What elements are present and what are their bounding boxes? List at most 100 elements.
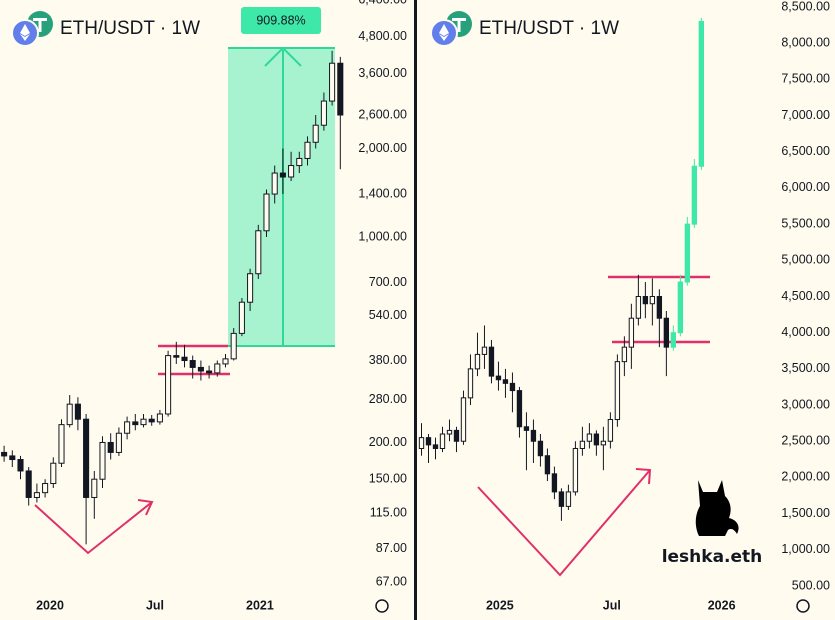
candle-body — [537, 440, 544, 457]
candle-body — [173, 355, 180, 358]
y-tick-label: 2,000.00 — [358, 141, 407, 155]
candle-body — [238, 301, 245, 334]
x-tick-label: Jul — [603, 598, 621, 612]
candle-body — [684, 223, 691, 283]
v-arrow-head — [137, 499, 154, 516]
eth-glyph — [439, 24, 449, 41]
y-tick-label: 3,000.00 — [781, 397, 830, 411]
y-tick-label: 280.00 — [369, 392, 407, 406]
y-tick-label: 7,500.00 — [781, 72, 830, 86]
x-tick-label: Jul — [146, 598, 164, 612]
eth-glyph — [20, 24, 30, 41]
candle-body — [329, 62, 336, 102]
y-tick-label: 150.00 — [369, 471, 407, 485]
candle-body — [572, 447, 579, 493]
y-tick-label: 7,000.00 — [781, 108, 830, 122]
candle-body — [635, 296, 642, 319]
measure-label: 909.88% — [256, 13, 305, 27]
candle-body — [197, 366, 204, 372]
candle-body — [551, 473, 558, 493]
candle-body — [115, 432, 122, 453]
y-tick-label: 8,500.00 — [781, 0, 830, 13]
settings[interactable] — [375, 599, 810, 613]
candle-body — [17, 459, 24, 472]
y-tick-label: 5,000.00 — [781, 253, 830, 267]
candle-body — [677, 281, 684, 334]
candle-body — [425, 437, 432, 446]
candle-body — [91, 478, 98, 498]
y-tick-label: 5,500.00 — [781, 216, 830, 230]
candle-body — [181, 356, 188, 362]
y-tick-label: 3,600.00 — [358, 66, 407, 80]
y-tick-label: 200.00 — [369, 435, 407, 449]
candle-body — [656, 296, 663, 319]
candle-body — [312, 124, 319, 143]
candle-body — [132, 421, 139, 426]
candle-body — [642, 296, 649, 305]
candle-body — [33, 492, 40, 498]
candle-body — [516, 390, 523, 428]
candle-body — [621, 346, 628, 363]
settings-icon[interactable] — [796, 599, 810, 613]
candle-body — [614, 361, 621, 421]
settings-icon[interactable] — [375, 599, 389, 613]
candle-body — [530, 429, 537, 442]
x-tick-label: 2026 — [708, 598, 736, 612]
candle-body — [222, 358, 229, 365]
candle-body — [432, 444, 439, 449]
y-tick-label: 1,000.00 — [358, 229, 407, 243]
candle-body — [74, 403, 81, 420]
annotations: 909.88% — [34, 7, 710, 577]
candle-body — [337, 62, 344, 116]
y-tick-label: 540.00 — [369, 308, 407, 322]
candle-body — [279, 172, 286, 178]
candle-body — [255, 230, 262, 275]
y-tick-label: 500.00 — [792, 578, 830, 592]
candle-body — [663, 317, 670, 348]
candle-body — [99, 441, 106, 480]
candle-body — [474, 353, 481, 370]
candle-body — [565, 491, 572, 507]
candle-body — [649, 296, 656, 305]
candle-body — [320, 100, 327, 126]
x-tick-label: 2021 — [246, 598, 274, 612]
candle-body — [148, 418, 155, 423]
candle-body — [495, 375, 502, 381]
candle-body — [66, 403, 73, 426]
chart-title: ETH/USDT · 1W — [60, 18, 200, 39]
candle-body — [481, 346, 488, 355]
candle-body — [509, 382, 516, 392]
candle-body — [607, 419, 614, 442]
x-tick-label: 2025 — [486, 598, 514, 612]
y-tick-label: 3,500.00 — [781, 361, 830, 375]
candle-body — [523, 426, 530, 431]
candle-body — [230, 332, 237, 360]
candle-body — [304, 141, 311, 159]
measure-label-bg — [241, 7, 321, 34]
candle-body — [488, 346, 495, 377]
v-shape — [477, 469, 651, 577]
candle-body — [165, 355, 172, 415]
measure-box — [228, 48, 335, 346]
tether-glyph — [33, 18, 47, 32]
candle-body — [467, 368, 474, 399]
chart-title: ETH/USDT · 1W — [479, 18, 619, 39]
candle-body — [600, 440, 607, 446]
y-tick-label: 4,500.00 — [781, 289, 830, 303]
candle-body — [271, 172, 278, 195]
candle-body — [296, 157, 303, 167]
candle-body — [558, 491, 565, 507]
candle-body — [691, 165, 698, 225]
candle-body — [698, 20, 705, 167]
y-tick-label: 6,000.00 — [781, 180, 830, 194]
candle-body — [206, 370, 213, 374]
y-tick-label: 2,600.00 — [358, 107, 407, 121]
candle-body — [544, 455, 551, 475]
tether-glyph — [452, 18, 466, 32]
candle-body — [50, 462, 57, 485]
y-tick-label: 6,400.00 — [358, 0, 407, 6]
candle-body — [42, 483, 49, 494]
candle-body — [9, 455, 16, 461]
candle-body — [593, 433, 600, 446]
